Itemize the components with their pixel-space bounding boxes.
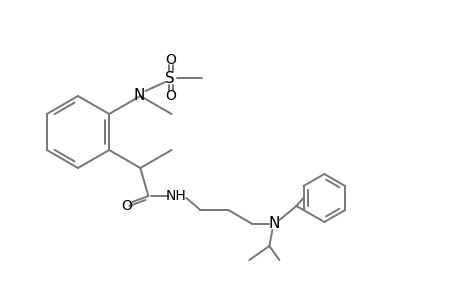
Text: NH: NH [166,189,186,203]
Text: O: O [121,199,132,213]
Text: O: O [165,89,175,103]
Text: N: N [268,217,280,232]
Text: N: N [134,88,145,103]
Text: S: S [165,70,175,86]
Text: O: O [165,53,175,67]
